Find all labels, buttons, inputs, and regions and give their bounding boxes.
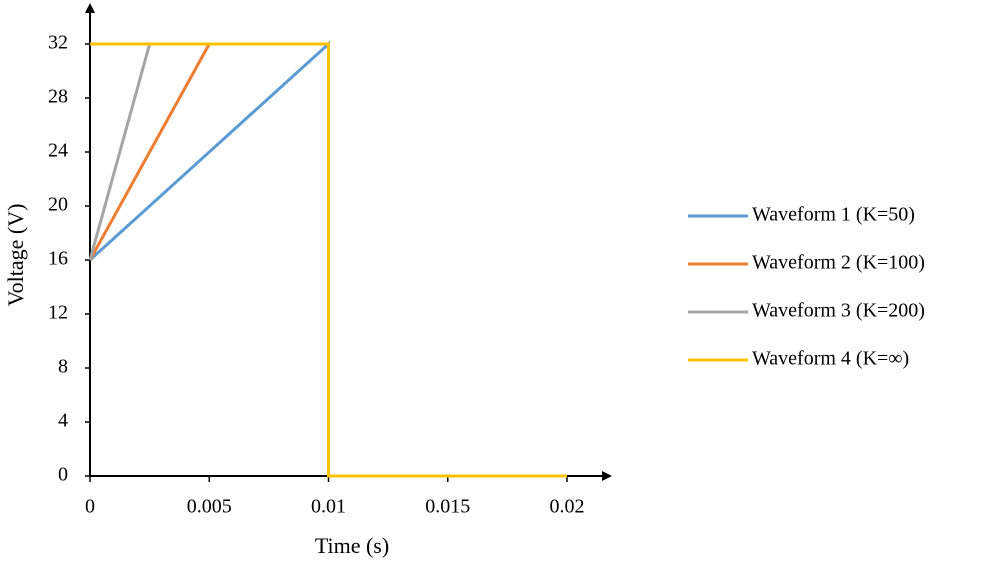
x-axis-title: Time (s) — [315, 533, 389, 558]
y-tick-label: 0 — [58, 464, 68, 486]
y-tick-label: 4 — [58, 410, 68, 432]
x-tick-label: 0.005 — [187, 496, 232, 518]
y-tick-label: 28 — [48, 86, 68, 108]
legend-label: Waveform 2 (K=100) — [752, 252, 925, 274]
y-tick-label: 16 — [48, 248, 68, 270]
x-tick-label: 0.015 — [425, 496, 470, 518]
y-tick-label: 32 — [48, 32, 68, 54]
legend-label: Waveform 4 (K=∞) — [752, 348, 909, 370]
y-tick-label: 8 — [58, 356, 68, 378]
legend-label: Waveform 1 (K=50) — [752, 204, 915, 226]
y-tick-label: 24 — [48, 140, 68, 162]
y-tick-label: 20 — [48, 194, 68, 216]
series-line — [90, 42, 567, 478]
legend-label: Waveform 3 (K=200) — [752, 300, 925, 322]
y-axis-title: Voltage (V) — [3, 204, 28, 307]
x-tick-label: 0.01 — [311, 496, 346, 518]
x-tick-label: 0 — [85, 496, 95, 518]
y-tick-label: 12 — [48, 302, 68, 324]
x-tick-label: 0.02 — [550, 496, 585, 518]
